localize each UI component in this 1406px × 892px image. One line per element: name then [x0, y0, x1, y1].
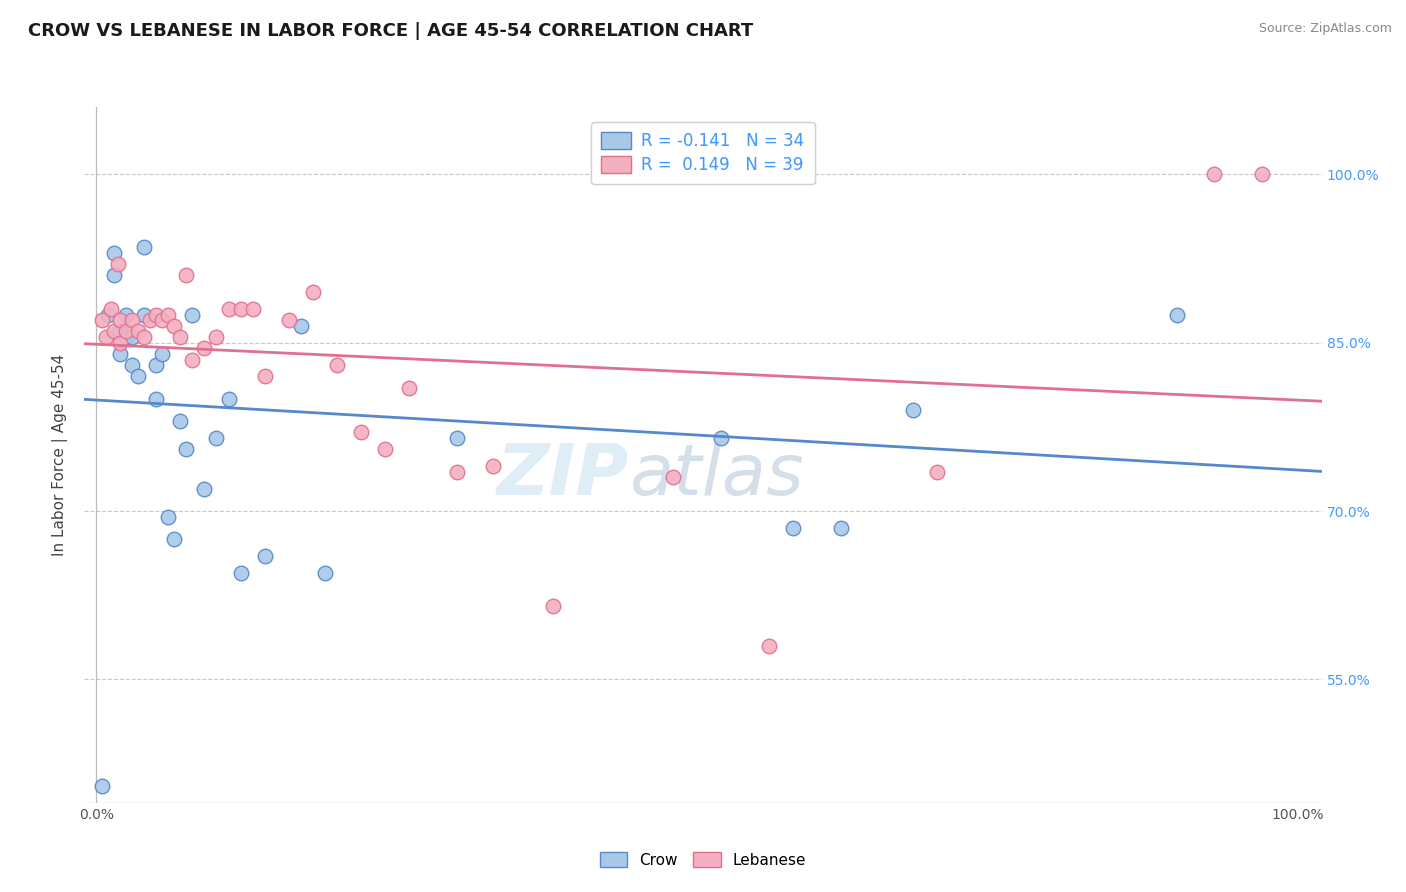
- Point: [127, 325, 149, 339]
- Point: [127, 369, 149, 384]
- Point: [152, 313, 174, 327]
- Point: [107, 257, 129, 271]
- Legend: Crow, Lebanese: Crow, Lebanese: [592, 844, 814, 875]
- Point: [253, 549, 276, 563]
- Point: [205, 330, 228, 344]
- Point: [218, 301, 240, 316]
- Point: [193, 341, 215, 355]
- Point: [277, 313, 299, 327]
- Point: [181, 352, 204, 367]
- Point: [121, 313, 143, 327]
- Point: [139, 313, 162, 327]
- Point: [152, 347, 174, 361]
- Point: [103, 268, 125, 283]
- Point: [176, 268, 198, 283]
- Text: CROW VS LEBANESE IN LABOR FORCE | AGE 45-54 CORRELATION CHART: CROW VS LEBANESE IN LABOR FORCE | AGE 45…: [28, 22, 754, 40]
- Point: [325, 358, 347, 372]
- Point: [205, 431, 228, 445]
- Point: [91, 313, 114, 327]
- Point: [91, 779, 114, 793]
- Legend: R = -0.141   N = 34, R =  0.149   N = 39: R = -0.141 N = 34, R = 0.149 N = 39: [592, 122, 814, 185]
- Point: [110, 313, 132, 327]
- Point: [110, 325, 132, 339]
- Point: [446, 431, 468, 445]
- Point: [145, 358, 167, 372]
- Point: [163, 532, 186, 546]
- Point: [350, 425, 373, 440]
- Text: ZIP: ZIP: [496, 442, 628, 510]
- Point: [193, 482, 215, 496]
- Point: [115, 325, 138, 339]
- Point: [121, 330, 143, 344]
- Point: [157, 308, 180, 322]
- Point: [121, 358, 143, 372]
- Point: [115, 308, 138, 322]
- Point: [1202, 167, 1225, 181]
- Point: [903, 403, 925, 417]
- Point: [110, 335, 132, 350]
- Point: [134, 308, 156, 322]
- Point: [181, 308, 204, 322]
- Point: [662, 470, 685, 484]
- Point: [103, 246, 125, 260]
- Point: [758, 639, 780, 653]
- Point: [134, 330, 156, 344]
- Point: [290, 318, 312, 333]
- Point: [97, 308, 120, 322]
- Text: Source: ZipAtlas.com: Source: ZipAtlas.com: [1258, 22, 1392, 36]
- Point: [242, 301, 264, 316]
- Point: [446, 465, 468, 479]
- Y-axis label: In Labor Force | Age 45-54: In Labor Force | Age 45-54: [52, 354, 69, 556]
- Point: [229, 566, 252, 580]
- Point: [103, 325, 125, 339]
- Point: [134, 240, 156, 254]
- Point: [782, 521, 804, 535]
- Point: [830, 521, 852, 535]
- Point: [145, 308, 167, 322]
- Point: [94, 330, 117, 344]
- Point: [1250, 167, 1272, 181]
- Point: [229, 301, 252, 316]
- Point: [157, 509, 180, 524]
- Point: [176, 442, 198, 457]
- Point: [163, 318, 186, 333]
- Point: [115, 330, 138, 344]
- Text: atlas: atlas: [628, 442, 803, 510]
- Point: [169, 330, 191, 344]
- Point: [541, 599, 564, 614]
- Point: [710, 431, 733, 445]
- Point: [145, 392, 167, 406]
- Point: [398, 381, 420, 395]
- Point: [374, 442, 396, 457]
- Point: [301, 285, 323, 300]
- Point: [169, 414, 191, 428]
- Point: [100, 301, 122, 316]
- Point: [927, 465, 949, 479]
- Point: [314, 566, 336, 580]
- Point: [1166, 308, 1188, 322]
- Point: [110, 347, 132, 361]
- Point: [481, 459, 503, 474]
- Point: [218, 392, 240, 406]
- Point: [253, 369, 276, 384]
